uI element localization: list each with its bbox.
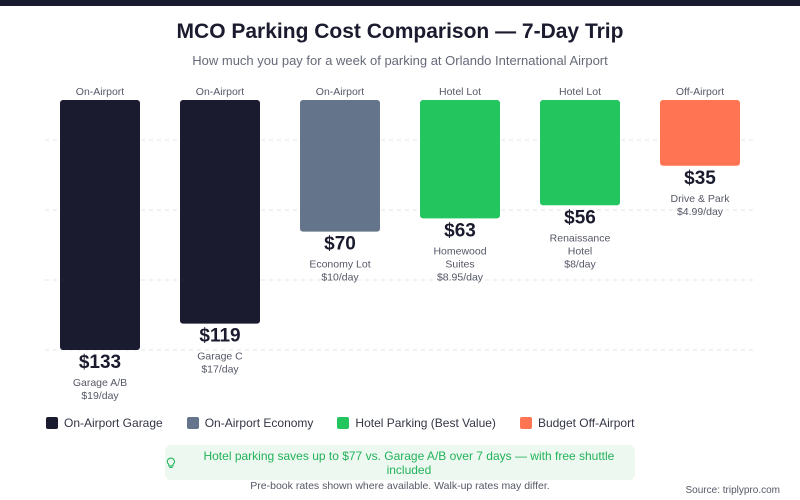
legend-swatch: [46, 417, 58, 429]
legend-item-economy: On-Airport Economy: [186, 416, 314, 430]
bar-value-label: $119: [199, 326, 240, 347]
legend-label: Hotel Parking (Best Value): [355, 416, 496, 430]
legend-label: On-Airport Garage: [64, 416, 163, 430]
legend-item-garage: On-Airport Garage: [46, 416, 163, 430]
bar-rate-label: $4.99/day: [677, 206, 724, 218]
bar-name-label: Renaissance: [550, 232, 611, 244]
bar: [60, 100, 140, 350]
legend-swatch: [337, 417, 350, 429]
source-credit: Source: triplypro.com: [685, 485, 780, 496]
bar-value-label: $70: [324, 234, 356, 255]
bar-name-label: Hotel: [568, 245, 593, 257]
callout-headline: Hotel parking saves up to $77 vs. Garage…: [165, 449, 635, 477]
top-accent-bar: [0, 0, 800, 6]
bar: [420, 100, 500, 219]
bar-name-label: Homewood: [433, 245, 486, 257]
bar-name-label: Drive & Park: [671, 193, 731, 205]
bar-category-tag: Off-Airport: [676, 86, 724, 98]
bar-name-label: Suites: [445, 258, 474, 270]
bar: [300, 100, 380, 232]
bar-category-tag: On-Airport: [196, 86, 245, 98]
bar-name-label: Garage A/B: [73, 377, 127, 389]
legend-label: Budget Off-Airport: [537, 416, 635, 430]
lightbulb-icon: [166, 457, 176, 468]
legend: On-Airport Garage On-Airport Economy Hot…: [46, 414, 658, 432]
bar-name-label: Garage C: [197, 351, 243, 363]
bar-value-label: $56: [564, 207, 596, 228]
bar-name-label: Economy Lot: [309, 259, 370, 271]
bar: [660, 100, 740, 166]
bar-value-label: $63: [444, 220, 476, 241]
callout-line1: Hotel parking saves up to $77 vs. Garage…: [203, 449, 615, 477]
legend-swatch: [186, 417, 199, 429]
bar-rate-label: $19/day: [81, 390, 119, 402]
bar: [180, 100, 260, 324]
callout-note: Pre-book rates shown where available. Wa…: [250, 480, 550, 492]
bar-rate-label: $17/day: [201, 364, 239, 376]
bar-value-label: $35: [684, 168, 716, 189]
legend-swatch: [519, 417, 532, 429]
bar-rate-label: $8/day: [564, 258, 596, 270]
legend-label: On-Airport Economy: [204, 416, 314, 430]
chart-title: MCO Parking Cost Comparison — 7-Day Trip: [176, 20, 624, 43]
bar-chart: On-Airport $133 Garage A/B$19/day On-Airpor…: [45, 86, 755, 402]
chart-subtitle: How much you pay for a week of parking a…: [192, 53, 608, 68]
bar-category-tag: On-Airport: [76, 86, 125, 98]
legend-item-budget: Budget Off-Airport: [519, 416, 635, 430]
bar-rate-label: $8.95/day: [437, 271, 484, 283]
bar-rate-label: $10/day: [321, 272, 359, 284]
bar-category-tag: Hotel Lot: [559, 86, 601, 98]
savings-callout: Hotel parking saves up to $77 vs. Garage…: [165, 445, 635, 492]
bar: [540, 100, 620, 206]
bar-category-tag: On-Airport: [316, 86, 365, 98]
bar-category-tag: Hotel Lot: [439, 86, 481, 98]
bar-value-label: $133: [79, 352, 121, 373]
legend-item-hotel: Hotel Parking (Best Value): [337, 416, 496, 430]
